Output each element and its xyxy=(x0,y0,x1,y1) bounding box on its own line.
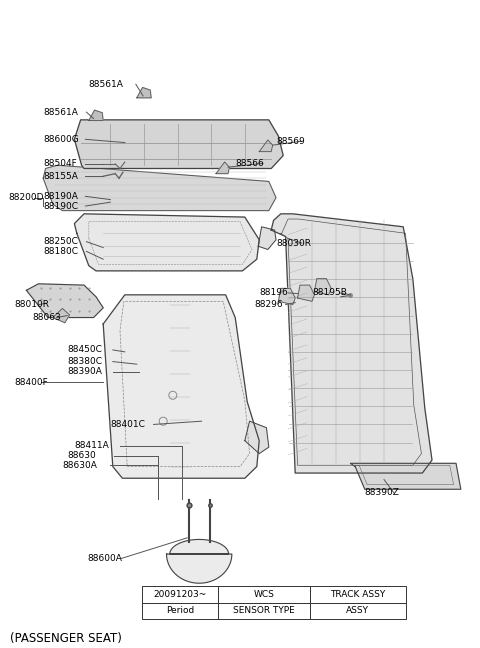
Text: ASSY: ASSY xyxy=(346,607,369,615)
Text: 88190A: 88190A xyxy=(43,192,78,201)
Bar xyxy=(310,603,406,619)
Polygon shape xyxy=(259,140,273,152)
Polygon shape xyxy=(314,279,331,295)
Text: 88030R: 88030R xyxy=(276,238,311,248)
Text: 88450C: 88450C xyxy=(67,345,102,354)
Text: 88180C: 88180C xyxy=(43,247,78,256)
Text: 20091203~: 20091203~ xyxy=(154,590,206,599)
Bar xyxy=(218,586,310,603)
Text: 88250C: 88250C xyxy=(43,237,78,246)
Text: 88190C: 88190C xyxy=(43,202,78,211)
Text: 88630: 88630 xyxy=(67,451,96,460)
Text: 88566: 88566 xyxy=(235,159,264,168)
Text: 88155A: 88155A xyxy=(43,172,78,181)
Text: 88380C: 88380C xyxy=(67,357,102,366)
Polygon shape xyxy=(350,463,461,489)
Text: 88411A: 88411A xyxy=(74,441,109,450)
Text: 88010R: 88010R xyxy=(14,300,49,309)
Text: WCS: WCS xyxy=(253,590,275,599)
Polygon shape xyxy=(271,214,432,473)
Polygon shape xyxy=(43,165,276,211)
Polygon shape xyxy=(89,110,103,121)
Polygon shape xyxy=(26,284,103,318)
Bar xyxy=(310,586,406,603)
Bar xyxy=(218,603,310,619)
Polygon shape xyxy=(216,162,229,174)
Polygon shape xyxy=(103,295,259,478)
Polygon shape xyxy=(245,421,269,454)
Polygon shape xyxy=(278,288,295,305)
Polygon shape xyxy=(53,308,70,323)
Text: 88401C: 88401C xyxy=(110,420,145,429)
Text: 88400F: 88400F xyxy=(14,378,48,387)
Text: 88063: 88063 xyxy=(33,313,61,322)
Text: 88569: 88569 xyxy=(276,137,305,146)
Text: 88504F: 88504F xyxy=(43,159,77,168)
Text: TRACK ASSY: TRACK ASSY xyxy=(330,590,385,599)
Polygon shape xyxy=(298,285,314,301)
Text: 88200D: 88200D xyxy=(9,193,44,202)
Text: Period: Period xyxy=(166,607,194,615)
Text: 88296: 88296 xyxy=(254,300,283,309)
Text: 88561A: 88561A xyxy=(89,80,124,89)
Polygon shape xyxy=(167,540,232,583)
Bar xyxy=(142,603,218,619)
Bar xyxy=(142,586,218,603)
Text: 88561A: 88561A xyxy=(43,108,78,117)
Text: (PASSENGER SEAT): (PASSENGER SEAT) xyxy=(10,632,121,645)
Text: 88600G: 88600G xyxy=(43,135,79,144)
Polygon shape xyxy=(74,214,259,271)
Polygon shape xyxy=(258,227,276,249)
Text: 88196: 88196 xyxy=(259,288,288,297)
Text: SENSOR TYPE: SENSOR TYPE xyxy=(233,607,295,615)
Text: 88195B: 88195B xyxy=(312,288,347,297)
Polygon shape xyxy=(137,87,151,98)
Text: 88390A: 88390A xyxy=(67,367,102,376)
Polygon shape xyxy=(74,120,283,168)
Text: 88630A: 88630A xyxy=(62,461,97,470)
Text: 88600A: 88600A xyxy=(87,554,122,563)
Text: 88390Z: 88390Z xyxy=(365,488,400,497)
